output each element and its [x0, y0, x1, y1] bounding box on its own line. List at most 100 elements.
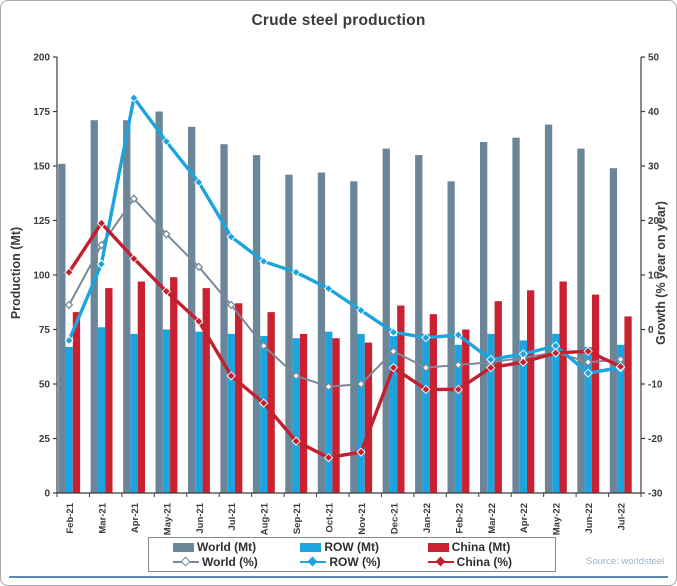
- bar-World (Mt)-Mar-21: [90, 120, 98, 493]
- left-tick-label: 25: [39, 434, 51, 445]
- bar-ROW (Mt)-Jan-22: [422, 333, 430, 493]
- bar-ROW (Mt)-Jul-21: [227, 333, 235, 493]
- marker-ROW (%)-Sep-21: [291, 267, 301, 277]
- bar-ROW (Mt)-Nov-21: [357, 333, 365, 493]
- left-tick-label: 175: [33, 107, 50, 118]
- legend-item-china-pct: China (%): [427, 554, 555, 569]
- source-credit: Source: worldsteel: [586, 556, 665, 567]
- marker-China (%)-Mar-21: [96, 218, 107, 228]
- bar-China (Mt)-Jan-22: [429, 314, 437, 493]
- marker-China (%)-Jun-22: [583, 346, 593, 356]
- marker-ROW (%)-Jun-22: [583, 368, 593, 378]
- x-axis-label-Mar-21: Mar-21: [97, 502, 108, 533]
- x-axis-label-Apr-21: Apr-21: [130, 502, 141, 533]
- x-axis-label-Oct-21: Oct-21: [325, 502, 336, 532]
- bar-China (Mt)-Jun-21: [202, 288, 210, 493]
- marker-ROW (%)-Nov-21: [356, 305, 366, 316]
- bar-ROW (Mt)-May-22: [552, 333, 560, 493]
- x-axis-label-May-22: May-22: [552, 503, 563, 535]
- left-tick-label: 125: [33, 216, 50, 227]
- china-line-marker-icon: [427, 556, 454, 567]
- bar-ROW (Mt)-Sep-21: [292, 338, 300, 493]
- bar-China (Mt)-Mar-21: [105, 288, 113, 493]
- right-tick-label: 20: [648, 216, 660, 227]
- marker-World (%)-Feb-21: [64, 300, 74, 310]
- x-axis-label-Dec-21: Dec-21: [389, 502, 400, 534]
- bar-World (Mt)-Jul-22: [609, 168, 618, 493]
- marker-World (%)-Jan-22: [421, 363, 431, 372]
- marker-ROW (%)-Feb-21: [64, 335, 74, 346]
- bar-China (Mt)-May-22: [559, 281, 567, 493]
- marker-China (%)-Feb-21: [64, 267, 74, 277]
- marker-China (%)-May-21: [161, 286, 171, 296]
- marker-ROW (%)-Oct-21: [323, 283, 334, 294]
- bar-China (Mt)-Mar-22: [494, 301, 502, 493]
- legend-label: World (Mt): [197, 540, 257, 555]
- bar-China (Mt)-Dec-21: [397, 305, 405, 493]
- bar-ROW (Mt)-Oct-21: [325, 331, 333, 493]
- bar-ROW (Mt)-Jun-22: [584, 346, 592, 493]
- marker-ROW (%)-Aug-21: [259, 256, 269, 267]
- bar-China (Mt)-Jun-22: [591, 294, 600, 493]
- right-tick-label: -20: [648, 434, 663, 445]
- right-tick-label: 50: [648, 53, 660, 64]
- bar-World (Mt)-Jun-21: [188, 126, 196, 494]
- bar-China (Mt)-Apr-22: [527, 290, 535, 493]
- marker-World (%)-Sep-21: [291, 371, 301, 381]
- right-tick-label: -30: [648, 489, 663, 500]
- x-axis-label-Nov-21: Nov-21: [357, 502, 368, 534]
- marker-World (%)-Apr-21: [129, 194, 139, 204]
- bar-ROW (Mt)-Apr-22: [519, 340, 527, 493]
- marker-ROW (%)-Apr-21: [129, 93, 139, 103]
- left-tick-label: 200: [33, 53, 50, 64]
- marker-ROW (%)-Feb-22: [453, 330, 463, 340]
- world-bar-swatch-icon: [173, 542, 194, 552]
- bar-China (Mt)-Aug-21: [267, 312, 275, 493]
- legend-row-bars: World (Mt) ROW (Mt) China (Mt): [173, 540, 555, 554]
- legend-row-lines: World (%) ROW (%) China (%): [173, 555, 555, 569]
- bar-World (Mt)-Sep-21: [285, 174, 293, 493]
- marker-ROW (%)-Jun-21: [194, 177, 204, 187]
- marker-China (%)-Apr-21: [129, 254, 139, 264]
- x-axis-label-May-21: May-21: [162, 502, 173, 535]
- legend-item-row-pct: ROW (%): [300, 555, 427, 569]
- left-tick-label: 50: [39, 380, 51, 391]
- bar-ROW (Mt)-Mar-22: [487, 333, 495, 493]
- legend-label: China (%): [456, 554, 512, 569]
- marker-ROW (%)-Jan-22: [421, 333, 431, 343]
- bar-World (Mt)-Jul-21: [220, 144, 228, 493]
- bar-World (Mt)-Mar-22: [480, 142, 488, 493]
- marker-China (%)-Jul-22: [615, 361, 626, 372]
- x-axis-label-Feb-22: Feb-22: [454, 503, 465, 534]
- bar-ROW (Mt)-Feb-21: [65, 346, 73, 493]
- marker-World (%)-Oct-21: [324, 382, 333, 392]
- bar-China (Mt)-Jul-21: [235, 303, 243, 493]
- line-World (%): [68, 197, 622, 388]
- legend-item-world-mt: World (Mt): [173, 540, 300, 554]
- right-tick-label: 30: [648, 162, 660, 173]
- marker-China (%)-Jun-21: [194, 316, 204, 326]
- marker-World (%)-Nov-21: [356, 379, 366, 389]
- bar-World (Mt)-May-21: [155, 111, 163, 493]
- right-tick-label: 40: [648, 107, 660, 118]
- marker-World (%)-May-21: [162, 229, 171, 239]
- bar-World (Mt)-Jan-22: [415, 155, 423, 493]
- china-bar-swatch-icon: [427, 542, 449, 552]
- chart-plot-area: 0 25 50 75 100 125 150 175 200 -30 -20 -10 0 10 20 30 40…: [33, 53, 663, 536]
- chart-title: Crude steel production: [251, 12, 426, 29]
- bar-ROW (Mt)-Feb-22: [454, 344, 463, 493]
- bar-World (Mt)-Jun-22: [577, 148, 585, 493]
- x-axis-label-Apr-22: Apr-22: [519, 503, 530, 533]
- bar-World (Mt)-Apr-21: [123, 120, 131, 493]
- left-tick-label: 75: [39, 325, 51, 336]
- bar-ROW (Mt)-May-21: [162, 329, 171, 493]
- marker-China (%)-Sep-21: [291, 436, 301, 446]
- right-tick-label: 10: [648, 271, 660, 282]
- bar-ROW (Mt)-Apr-21: [130, 333, 138, 493]
- bar-China (Mt)-Sep-21: [299, 333, 308, 493]
- bar-China (Mt)-Feb-22: [462, 329, 470, 493]
- marker-World (%)-Jul-21: [226, 300, 236, 310]
- legend-item-world-pct: World (%): [173, 555, 300, 569]
- bar-ROW (Mt)-Dec-21: [389, 336, 398, 493]
- bar-China (Mt)-May-21: [170, 277, 178, 493]
